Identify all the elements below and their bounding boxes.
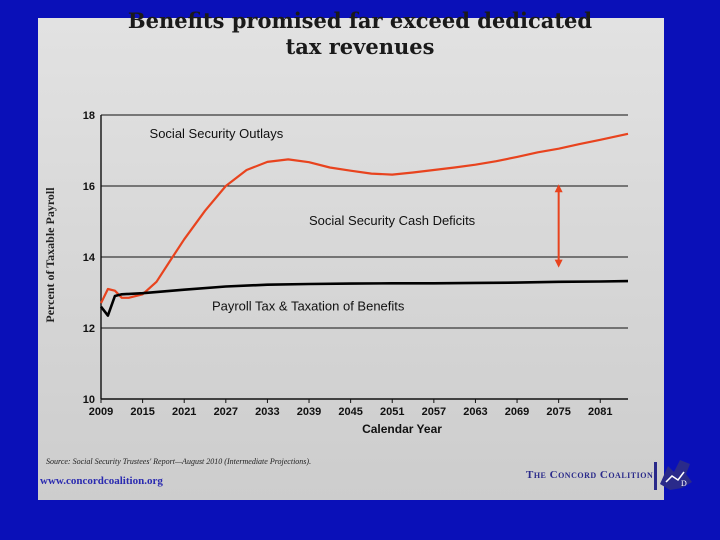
x-tick-label-2033: 2033 [255, 406, 279, 418]
series-line-0 [100, 132, 629, 304]
arrow-head-up [554, 184, 563, 193]
x-tick-label-2063: 2063 [463, 406, 487, 418]
x-tick-label-2021: 2021 [172, 406, 196, 418]
source-note: Source: Social Security Trustees' Report… [46, 457, 312, 466]
x-tick-label-2081: 2081 [588, 406, 612, 418]
annotations: Social Security Outlays Social Security C… [150, 126, 476, 313]
series-lines [99, 132, 629, 317]
x-tick-labels: 2009 2015 2021 2027 2033 2039 2045 2051 2057 2063… [89, 406, 613, 418]
x-tick-label-2057: 2057 [422, 406, 446, 418]
annotation-0: Social Security Outlays [150, 126, 284, 141]
arrow-head-down [554, 259, 563, 268]
x-tick-label-2015: 2015 [130, 406, 154, 418]
deficit-arrow [554, 184, 563, 268]
x-tick-label-2045: 2045 [338, 406, 362, 418]
organization-name: The Concord Coalition [526, 469, 654, 481]
x-axis-label: Calendar Year [362, 422, 442, 436]
x-tick-label-2051: 2051 [380, 406, 404, 418]
annotation-2: Payroll Tax & Taxation of Benefits [212, 298, 405, 313]
y-tick-label-14: 14 [83, 252, 96, 264]
y-tick-label-16: 16 [83, 181, 95, 193]
slide-panel [38, 18, 664, 500]
y-tick-label-10: 10 [83, 394, 95, 406]
y-tick-labels: 10 12 14 16 18 [83, 110, 96, 406]
x-tick-label-2069: 2069 [505, 406, 529, 418]
x-tick-label-2075: 2075 [546, 406, 570, 418]
website-link[interactable]: www.concordcoalition.org [40, 475, 163, 487]
x-tick-label-2009: 2009 [89, 406, 113, 418]
x-tick-label-2027: 2027 [214, 406, 238, 418]
concord-coalition-logo: D [654, 460, 692, 490]
y-tick-label-12: 12 [83, 323, 95, 335]
svg-text:D: D [681, 479, 687, 488]
series-line-1 [99, 279, 629, 317]
y-tick-label-18: 18 [83, 110, 95, 122]
annotation-1: Social Security Cash Deficits [309, 213, 476, 228]
gridlines [100, 114, 628, 403]
y-axis-label: Percent of Taxable Payroll [43, 187, 57, 323]
x-tick-label-2039: 2039 [297, 406, 321, 418]
